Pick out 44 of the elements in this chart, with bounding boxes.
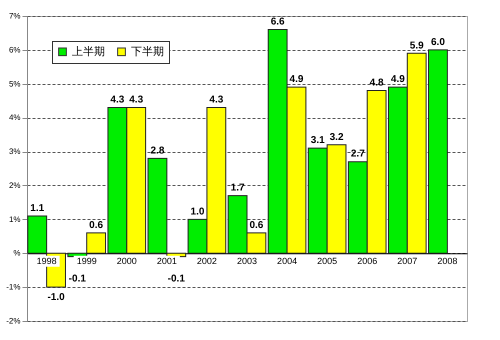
x-tick-label: 2001 (156, 256, 177, 266)
data-label: -0.1 (68, 274, 86, 285)
y-tick-label: 3% (8, 147, 20, 156)
y-tick-label: 2% (8, 180, 20, 190)
data-label: 4.8 (370, 78, 384, 89)
x-tick-label: 2007 (397, 256, 418, 266)
data-label: 1.7 (230, 182, 245, 194)
y-tick-label: 6% (8, 45, 20, 54)
legend-label: 下半期 (131, 44, 164, 58)
data-label: 6.0 (430, 36, 446, 48)
data-label: 4.3 (209, 94, 224, 106)
data-label: 4.3 (129, 94, 144, 106)
y-tick-label: -2% (6, 316, 20, 326)
y-tick-label: 4% (8, 113, 20, 122)
data-label: 1.1 (30, 202, 45, 214)
data-label: 5.9 (410, 40, 424, 52)
y-tick-label: 5% (8, 79, 20, 88)
y-tick-label: 7% (8, 12, 20, 20)
x-tick-label: 2008 (437, 256, 458, 266)
data-label: 4.9 (290, 74, 304, 86)
x-tick-label: 2005 (317, 256, 338, 266)
data-label: 3.2 (330, 132, 344, 143)
data-label: 0.6 (89, 220, 104, 231)
x-tick-label: 2000 (116, 256, 137, 266)
data-label: 1.0 (190, 206, 205, 218)
data-label: 0.6 (249, 220, 264, 231)
x-tick-label: 2002 (196, 256, 217, 266)
data-label: -0.1 (168, 274, 186, 285)
x-tick-label: 2006 (357, 256, 378, 266)
data-label: 3.1 (310, 135, 326, 146)
data-label: 4.9 (390, 74, 406, 86)
legend-label: 上半期 (72, 44, 105, 58)
data-label: 4.3 (110, 94, 125, 106)
x-tick-label: 1999 (76, 256, 97, 266)
data-label: 2.7 (350, 148, 366, 160)
y-tick-label: % (13, 248, 20, 258)
y-tick-label: -1% (6, 282, 20, 292)
y-tick-label: 1% (8, 214, 20, 224)
x-tick-label: 2003 (236, 256, 258, 266)
data-label: 6.6 (270, 16, 286, 28)
x-tick-label: 1998 (36, 256, 57, 266)
data-label: -1.0 (47, 292, 66, 304)
data-label: 2.8 (150, 145, 165, 156)
x-tick-label: 2004 (277, 256, 298, 266)
